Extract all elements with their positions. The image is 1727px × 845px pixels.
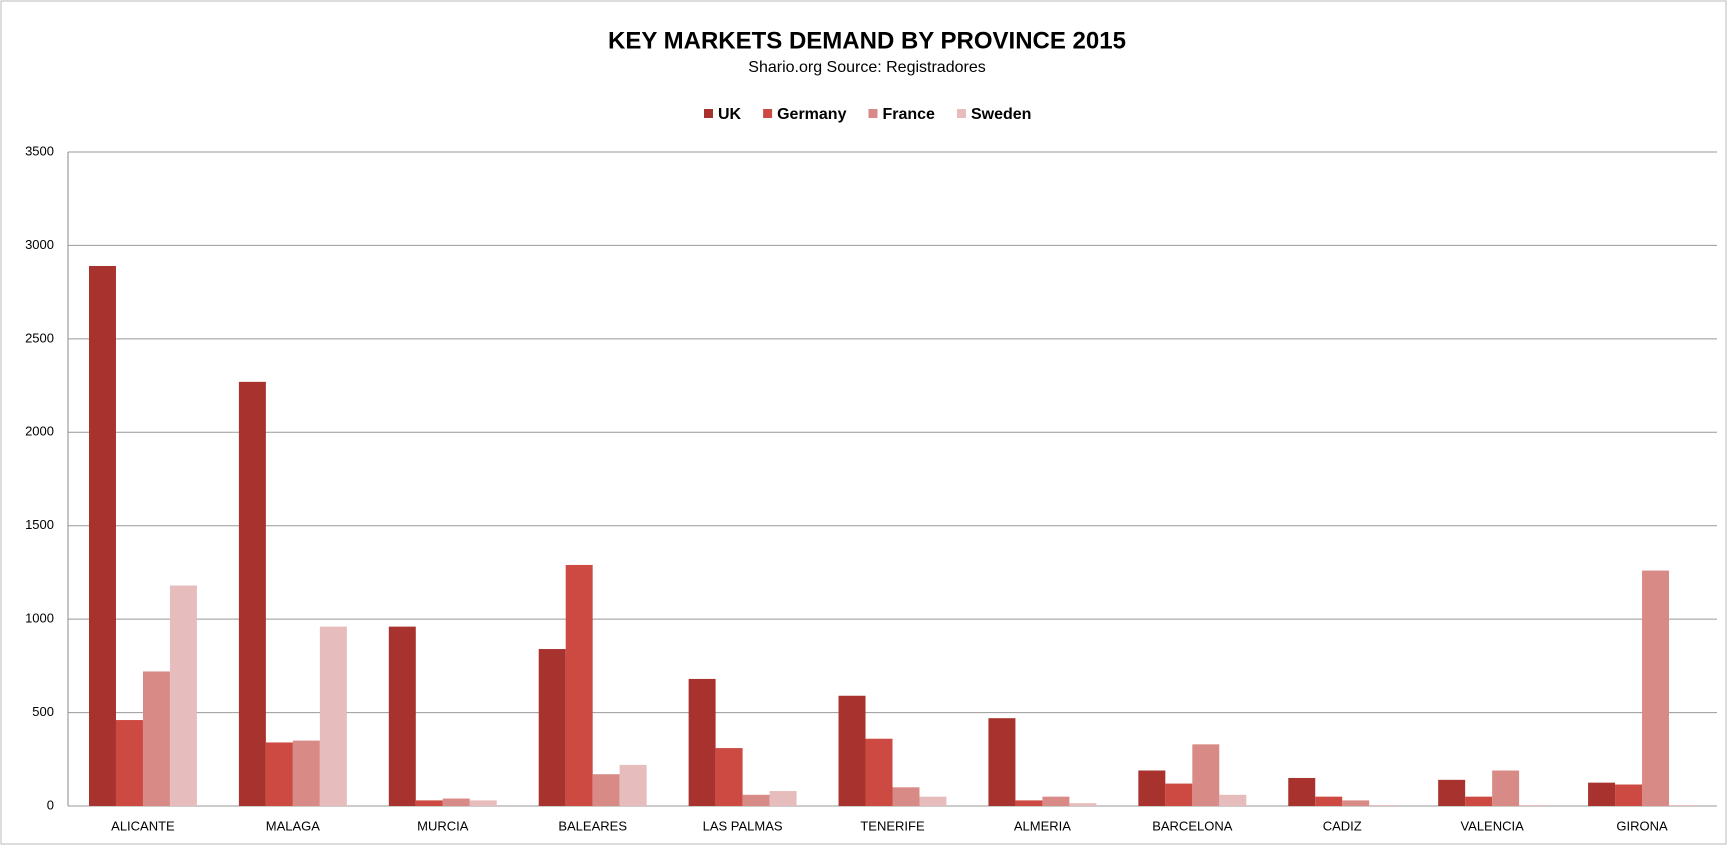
bar — [88, 265, 116, 806]
bar — [565, 564, 593, 806]
legend-swatch — [868, 109, 878, 118]
x-tick-label: ALICANTE — [111, 818, 175, 833]
bar — [442, 798, 470, 806]
bar — [538, 649, 566, 806]
legend-swatch — [956, 109, 966, 118]
x-tick-label: ALMERIA — [1014, 818, 1071, 833]
y-tick-label: 3500 — [25, 143, 54, 158]
bar — [715, 748, 743, 806]
bar — [292, 740, 320, 806]
bar — [1669, 805, 1697, 806]
legend-label: UK — [718, 106, 742, 123]
y-tick-label: 3000 — [25, 237, 54, 252]
x-tick-label: BARCELONA — [1152, 818, 1233, 833]
y-tick-label: 0 — [47, 797, 54, 812]
bar — [1465, 796, 1493, 806]
bar — [1642, 570, 1670, 806]
bar — [388, 626, 416, 806]
bar — [1615, 784, 1643, 806]
y-tick-label: 1500 — [25, 517, 54, 532]
bar — [1165, 783, 1193, 806]
y-tick-label: 2500 — [25, 330, 54, 345]
bar — [838, 695, 866, 806]
bar — [1369, 805, 1397, 806]
legend-swatch — [763, 109, 773, 118]
bar — [1519, 805, 1547, 806]
bar — [592, 774, 620, 806]
bar — [1069, 803, 1097, 806]
legend-label: France — [882, 106, 935, 123]
bar — [1588, 782, 1616, 806]
bar — [415, 800, 443, 806]
x-tick-label: CADIZ — [1323, 818, 1362, 833]
legend-label: Sweden — [971, 106, 1031, 123]
x-tick-label: BALEARES — [558, 818, 627, 833]
chart-subtitle: Shario.org Source: Registradores — [748, 59, 985, 76]
bar — [688, 678, 716, 806]
x-tick-label: MURCIA — [417, 818, 469, 833]
x-tick-label: LAS PALMAS — [703, 818, 783, 833]
y-tick-label: 500 — [32, 704, 54, 719]
bar — [238, 381, 266, 806]
bar — [1192, 744, 1220, 806]
bar — [169, 585, 197, 806]
x-tick-label: MALAGA — [266, 818, 321, 833]
bar — [619, 764, 647, 806]
bar — [265, 742, 293, 806]
bar — [769, 791, 797, 806]
chart-title: KEY MARKETS DEMAND BY PROVINCE 2015 — [608, 27, 1126, 54]
bar — [865, 738, 893, 806]
y-tick-label: 2000 — [25, 424, 54, 439]
bar — [1219, 794, 1247, 806]
y-tick-label: 1000 — [25, 611, 54, 626]
legend-label: Germany — [777, 106, 846, 123]
bar — [742, 794, 770, 806]
bar — [1138, 770, 1166, 806]
bar — [1015, 800, 1043, 806]
x-tick-label: VALENCIA — [1460, 818, 1524, 833]
x-tick-label: GIRONA — [1616, 818, 1668, 833]
bar — [919, 796, 947, 806]
bar — [319, 626, 347, 806]
bar — [1438, 779, 1466, 806]
bar — [469, 800, 497, 806]
bar — [892, 787, 920, 806]
bar — [1315, 796, 1343, 806]
legend-swatch — [704, 109, 713, 118]
bar — [1492, 770, 1520, 806]
x-tick-label: TENERIFE — [860, 818, 925, 833]
bar — [988, 718, 1016, 806]
bar — [1288, 777, 1316, 806]
bar — [115, 720, 143, 806]
bar — [1342, 800, 1370, 806]
bar — [1042, 796, 1070, 806]
bar — [142, 671, 170, 806]
